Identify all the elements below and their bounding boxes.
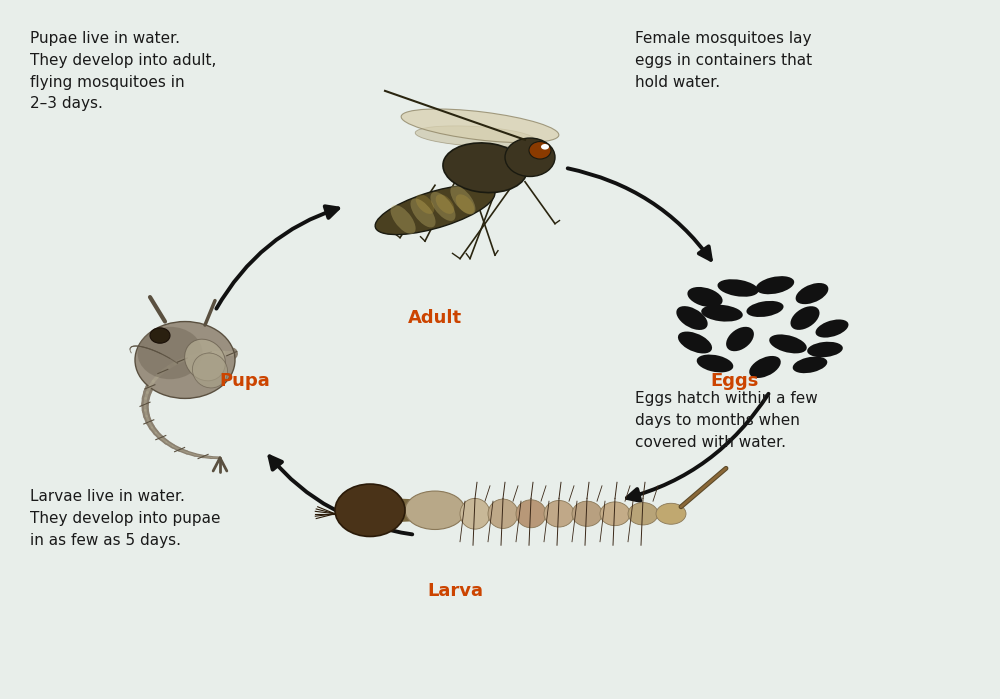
Ellipse shape (416, 194, 434, 214)
Text: Larvae live in water.
They develop into pupae
in as few as 5 days.: Larvae live in water. They develop into … (30, 489, 220, 547)
Ellipse shape (135, 322, 235, 398)
Text: Eggs hatch within a few
days to months when
covered with water.: Eggs hatch within a few days to months w… (635, 391, 818, 449)
Ellipse shape (816, 319, 848, 338)
Ellipse shape (628, 503, 658, 525)
Ellipse shape (456, 194, 474, 214)
Ellipse shape (335, 484, 405, 537)
Text: Larva: Larva (427, 582, 483, 600)
Ellipse shape (450, 185, 475, 215)
Ellipse shape (460, 498, 490, 529)
Ellipse shape (401, 109, 559, 143)
Ellipse shape (697, 354, 733, 373)
Text: Female mosquitoes lay
eggs in containers that
hold water.: Female mosquitoes lay eggs in containers… (635, 31, 812, 89)
Ellipse shape (516, 500, 546, 528)
Ellipse shape (687, 287, 723, 307)
Ellipse shape (541, 144, 549, 150)
Ellipse shape (430, 192, 455, 221)
Ellipse shape (717, 279, 759, 297)
Ellipse shape (411, 199, 436, 227)
Ellipse shape (572, 501, 602, 526)
Ellipse shape (375, 185, 495, 235)
Ellipse shape (443, 143, 527, 193)
Ellipse shape (415, 126, 535, 147)
Ellipse shape (749, 356, 781, 378)
Ellipse shape (391, 205, 416, 234)
Ellipse shape (656, 503, 686, 524)
Ellipse shape (756, 276, 794, 294)
Ellipse shape (769, 334, 807, 354)
Ellipse shape (676, 306, 708, 330)
Ellipse shape (678, 331, 712, 354)
Text: Pupae live in water.
They develop into adult,
flying mosquitoes in
2–3 days.: Pupae live in water. They develop into a… (30, 31, 216, 111)
Text: Eggs: Eggs (711, 372, 759, 390)
Ellipse shape (529, 142, 551, 159)
Ellipse shape (796, 283, 828, 304)
Ellipse shape (793, 356, 827, 373)
Ellipse shape (150, 328, 170, 343)
Ellipse shape (505, 138, 555, 176)
Ellipse shape (185, 339, 225, 381)
Ellipse shape (701, 305, 743, 322)
Ellipse shape (746, 301, 784, 317)
Ellipse shape (726, 327, 754, 351)
Ellipse shape (600, 502, 630, 526)
Ellipse shape (790, 306, 820, 330)
Ellipse shape (436, 194, 454, 214)
Text: Adult: Adult (408, 309, 462, 327)
Text: Pupa: Pupa (220, 372, 270, 390)
Ellipse shape (192, 353, 228, 388)
Ellipse shape (488, 499, 518, 528)
Ellipse shape (544, 500, 574, 527)
Ellipse shape (807, 342, 843, 357)
Ellipse shape (405, 491, 465, 530)
Ellipse shape (137, 327, 203, 379)
